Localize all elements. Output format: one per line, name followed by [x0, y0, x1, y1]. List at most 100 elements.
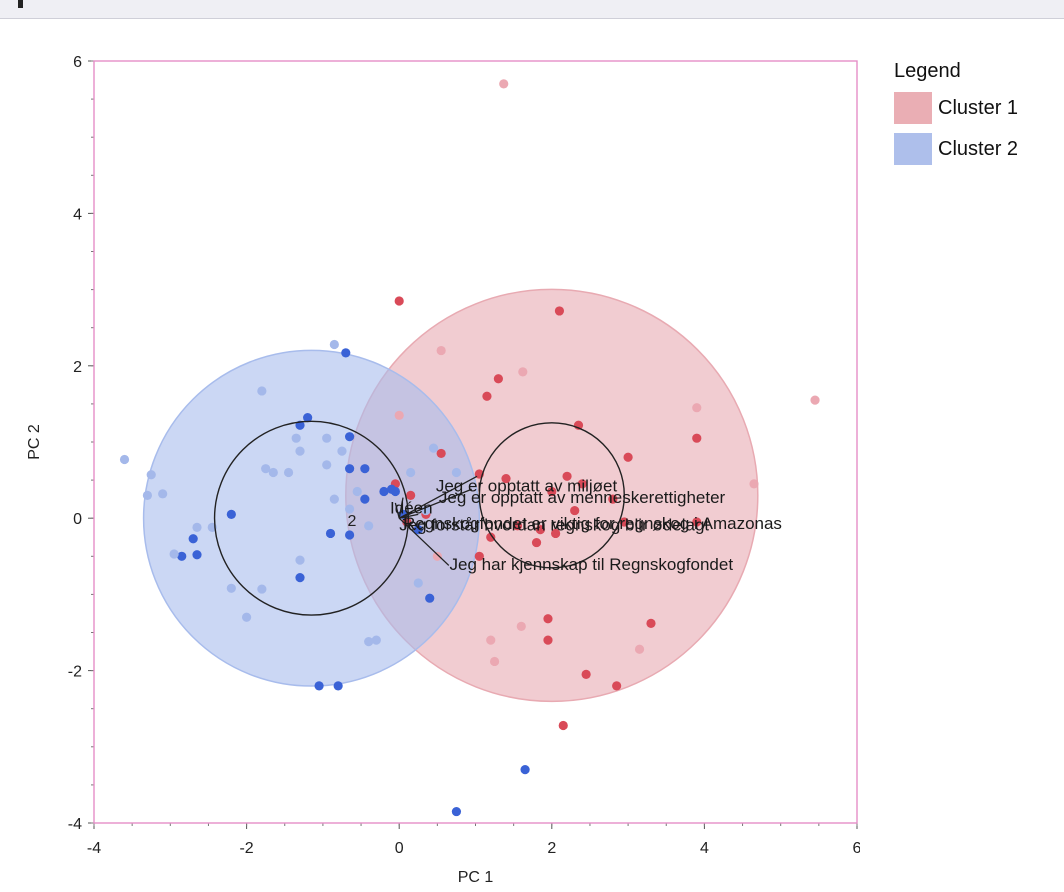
- data-point-cluster-2: [291, 433, 301, 443]
- data-point-cluster-2: [257, 584, 267, 594]
- data-point-cluster-1: [474, 551, 484, 561]
- data-point-cluster-1: [634, 644, 645, 654]
- data-point-cluster-1: [402, 517, 412, 527]
- y-tick-label: 0: [73, 511, 82, 528]
- toolbar-glyph: [18, 0, 23, 8]
- data-point-cluster-1: [499, 79, 509, 89]
- cluster-density-layer: [142, 288, 759, 703]
- data-point-cluster-2: [406, 467, 416, 478]
- data-point-cluster-1: [482, 391, 492, 401]
- data-point-cluster-2: [303, 413, 313, 423]
- variable-label: Jeg forstår hvordan regnskog blir ødelag…: [399, 515, 709, 534]
- variable-vector: [399, 513, 419, 519]
- variable-vector: [398, 475, 478, 519]
- data-point-cluster-1: [543, 635, 553, 645]
- data-point-cluster-1: [516, 621, 526, 632]
- variable-vector: [394, 502, 400, 519]
- data-point-cluster-1: [577, 479, 587, 489]
- axes-layer: -4 -2 0 2 4 6 -4 -2 0 2 4 6: [68, 54, 860, 857]
- data-point-cluster-1: [619, 517, 629, 527]
- x-tick-label: 0: [395, 840, 404, 857]
- data-point-cluster-1: [562, 471, 572, 481]
- data-point-cluster-1: [646, 618, 656, 628]
- legend-swatch-cluster-1: [894, 92, 932, 124]
- data-point-cluster-2: [257, 386, 267, 396]
- cluster-circle-layer: 2: [213, 420, 625, 616]
- data-point-cluster-2: [226, 509, 236, 519]
- variable-label: Regnskogfondet er viktig for regnskog i …: [403, 514, 782, 533]
- data-point-cluster-2: [188, 534, 198, 544]
- variable-label: Idéen: [390, 499, 433, 518]
- data-point-cluster-1: [623, 452, 633, 462]
- data-point-cluster-2: [520, 765, 530, 775]
- legend-swatch-cluster-2: [894, 133, 932, 165]
- data-point-cluster-2: [322, 460, 332, 470]
- data-point-cluster-2: [425, 593, 435, 603]
- variable-vector: [398, 497, 404, 519]
- data-point-cluster-1: [489, 656, 500, 667]
- x-tick-label: -2: [239, 840, 253, 857]
- x-tick-label: 2: [547, 840, 556, 857]
- data-point-cluster-2: [329, 494, 339, 504]
- data-point-cluster-2: [242, 612, 252, 622]
- data-point-cluster-1: [512, 521, 523, 531]
- x-tick-label: -4: [87, 840, 101, 857]
- data-point-cluster-1: [486, 532, 496, 542]
- legend: Legend Cluster 1 Cluster 2: [894, 60, 1018, 173]
- data-point-cluster-2: [261, 464, 271, 474]
- data-point-cluster-1: [543, 614, 553, 624]
- x-axis-title: PC 1: [458, 869, 494, 886]
- data-point-cluster-1: [547, 486, 557, 497]
- data-point-cluster-2: [146, 470, 156, 480]
- y-tick-label: -2: [68, 664, 82, 681]
- plot-border: [93, 60, 858, 824]
- legend-item-cluster-1[interactable]: Cluster 1: [894, 91, 1018, 125]
- data-point-cluster-1: [486, 635, 496, 645]
- data-point-cluster-1: [558, 720, 568, 731]
- y-tick-label: 4: [73, 206, 82, 223]
- data-point-cluster-2: [364, 637, 374, 647]
- y-axis-title: PC 2: [26, 424, 43, 460]
- data-point-cluster-1: [394, 410, 404, 420]
- data-point-cluster-2: [268, 467, 278, 478]
- data-point-cluster-1: [501, 473, 511, 484]
- data-point-cluster-2: [158, 489, 168, 499]
- variable-vector-layer: [394, 475, 478, 566]
- data-point-cluster-1: [692, 433, 702, 443]
- data-point-cluster-1: [518, 367, 528, 377]
- biplot-chart: -4 -2 0 2 4 6 -4 -2 0 2 4 6 2 Jeg er opptatt av mil…: [26, 54, 860, 886]
- data-point-cluster-1: [554, 306, 565, 316]
- data-point-cluster-2: [360, 494, 370, 504]
- data-point-cluster-2: [345, 432, 355, 442]
- data-point-cluster-2: [371, 635, 381, 645]
- data-point-cluster-1: [692, 517, 702, 527]
- y-tick-label: -4: [68, 816, 82, 833]
- data-point-cluster-1: [535, 525, 545, 535]
- variable-vector: [398, 508, 423, 519]
- window-toolbar-strip: [0, 0, 1064, 19]
- legend-label-cluster-2: Cluster 2: [938, 137, 1019, 160]
- x-tick-label: 4: [700, 840, 709, 857]
- data-point-cluster-2: [341, 348, 351, 358]
- data-point-cluster-1: [406, 490, 416, 500]
- data-point-cluster-2: [295, 555, 305, 565]
- x-tick-label: 6: [853, 840, 860, 857]
- data-point-cluster-2: [364, 521, 374, 531]
- data-point-cluster-2: [333, 681, 343, 691]
- data-point-cluster-1: [531, 537, 542, 548]
- legend-item-cluster-2[interactable]: Cluster 2: [894, 132, 1018, 166]
- data-point-cluster-1: [493, 374, 503, 384]
- data-point-cluster-2: [169, 549, 179, 559]
- plot-frame: [93, 60, 858, 824]
- cluster-circle-1: [478, 422, 625, 569]
- data-point-cluster-2: [142, 490, 153, 500]
- data-point-cluster-2: [345, 464, 355, 474]
- cluster-number-label: 2: [347, 513, 356, 530]
- legend-label-cluster-1: Cluster 1: [938, 96, 1019, 119]
- variable-label: Jeg er opptatt av menneskerettigheter: [439, 488, 726, 507]
- data-point-cluster-2: [345, 504, 355, 514]
- data-point-cluster-2: [177, 551, 187, 561]
- data-point-cluster-2: [329, 339, 339, 350]
- data-point-cluster-2: [413, 578, 423, 588]
- data-point-cluster-1: [612, 681, 622, 691]
